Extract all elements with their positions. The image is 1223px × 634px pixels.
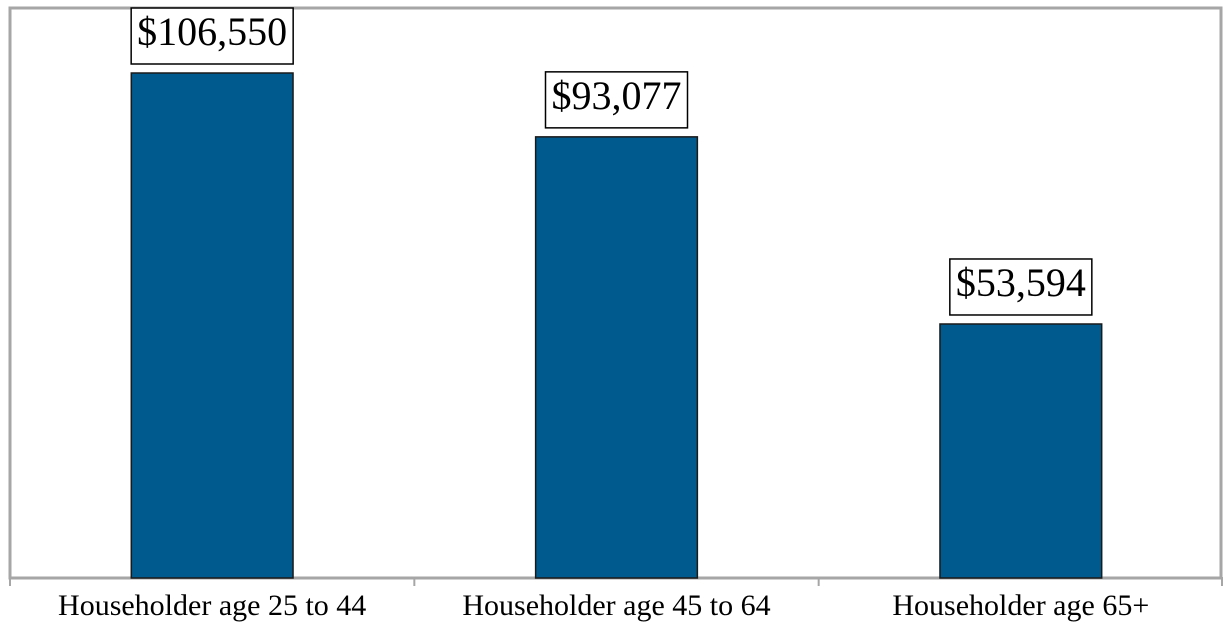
value-label: $93,077 <box>552 73 682 118</box>
bar <box>534 136 699 579</box>
x-tick-label: Householder age 45 to 64 <box>462 589 770 622</box>
value-label-box <box>544 71 689 129</box>
value-label: $53,594 <box>956 260 1086 305</box>
x-tick-label: Householder age 65+ <box>892 589 1149 622</box>
x-tick-label: Householder age 25 to 44 <box>58 589 366 622</box>
value-label-box <box>949 258 1093 316</box>
bar <box>939 323 1103 579</box>
bar <box>130 72 294 579</box>
value-label-box <box>130 7 294 65</box>
value-label: $106,550 <box>137 9 287 54</box>
